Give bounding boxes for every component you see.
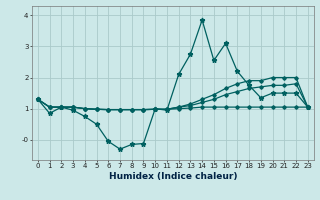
- X-axis label: Humidex (Indice chaleur): Humidex (Indice chaleur): [108, 172, 237, 181]
